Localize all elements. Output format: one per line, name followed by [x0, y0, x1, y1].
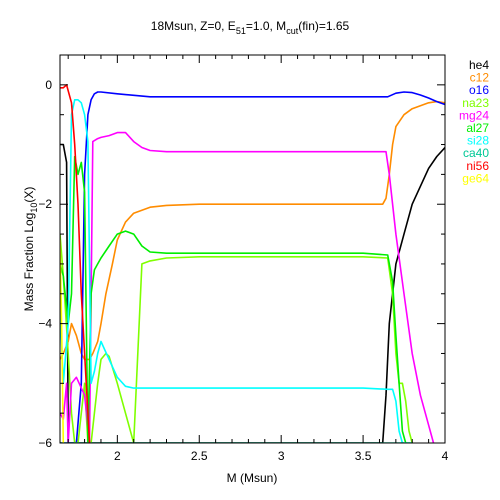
legend-item-ca40: ca40: [463, 146, 489, 160]
legend-item-na23: na23: [462, 96, 489, 110]
y-tick-label: −6: [38, 436, 52, 450]
x-axis-label: M (Msun): [227, 471, 278, 485]
y-axis: 0 −2 −4 −6: [38, 54, 445, 450]
legend-item-ni56: ni56: [466, 159, 489, 173]
legend-item-mg24: mg24: [459, 108, 489, 122]
legend-item-he4: he4: [469, 58, 489, 72]
y-tick-label: 0: [45, 78, 52, 92]
series-lines: [60, 84, 445, 443]
x-tick-label: 2: [114, 449, 121, 463]
legend-item-c12: c12: [470, 71, 490, 85]
series-line-mg24: [60, 131, 435, 443]
series-line-c12: [60, 100, 445, 361]
series-line-al27: [60, 155, 413, 443]
y-axis-label: Mass Fraction Log10(X): [22, 187, 39, 312]
legend-item-ge64: ge64: [462, 171, 489, 185]
x-tick-label: 3: [278, 449, 285, 463]
plot-frame: [59, 54, 446, 444]
legend-item-al27: al27: [466, 121, 489, 135]
chart-title: 18Msun, Z=0, E51=1.0, Mcut(fin)=1.65: [151, 19, 350, 36]
x-axis: 2 2.5 3 3.5 4: [67, 55, 449, 463]
series-line-ni56: [60, 84, 91, 443]
x-tick-label: 4: [442, 449, 449, 463]
x-tick-label: 2.5: [191, 449, 208, 463]
series-line-si28: [60, 99, 413, 443]
series-line-na23: [60, 234, 413, 443]
y-tick-label: −4: [38, 317, 52, 331]
legend-item-o16: o16: [469, 83, 489, 97]
legend-item-si28: si28: [467, 134, 489, 148]
y-tick-label: −2: [38, 197, 52, 211]
x-tick-label: 3.5: [355, 449, 372, 463]
series-line-o16: [60, 91, 445, 443]
